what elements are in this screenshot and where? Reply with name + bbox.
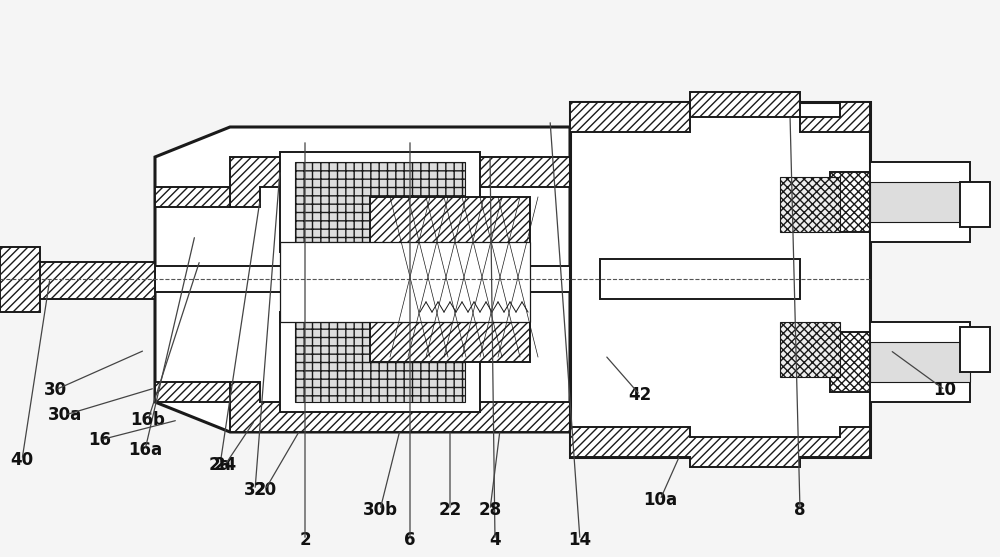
- Text: 22: 22: [438, 501, 462, 519]
- Text: 6: 6: [404, 531, 416, 549]
- Polygon shape: [0, 262, 155, 299]
- Text: 2: 2: [299, 531, 311, 549]
- Text: 2a: 2a: [209, 456, 231, 474]
- Bar: [830, 172, 890, 232]
- Text: 40: 40: [10, 451, 34, 469]
- Text: 30a: 30a: [48, 406, 82, 424]
- Text: 24: 24: [213, 456, 237, 474]
- Bar: [780, 177, 840, 232]
- Text: 16b: 16b: [131, 411, 165, 429]
- Text: 30: 30: [43, 381, 67, 399]
- Bar: [870, 162, 970, 242]
- Polygon shape: [0, 247, 40, 312]
- Polygon shape: [155, 127, 570, 432]
- Polygon shape: [570, 427, 870, 467]
- Text: 8: 8: [794, 501, 806, 519]
- Text: 14: 14: [568, 531, 592, 549]
- Text: 32: 32: [243, 481, 267, 499]
- Polygon shape: [230, 157, 570, 207]
- Bar: [870, 322, 970, 402]
- Text: 10: 10: [933, 381, 956, 399]
- Bar: [870, 342, 970, 382]
- Bar: [960, 182, 990, 227]
- Bar: [870, 182, 970, 222]
- Bar: [830, 332, 890, 392]
- Bar: [295, 162, 465, 242]
- Polygon shape: [570, 92, 870, 132]
- Polygon shape: [570, 102, 870, 457]
- Bar: [280, 312, 480, 412]
- Text: 28: 28: [478, 501, 502, 519]
- Bar: [280, 242, 530, 322]
- Bar: [40, 266, 640, 292]
- Bar: [280, 152, 480, 252]
- Text: 16a: 16a: [128, 441, 162, 459]
- Text: 4: 4: [489, 531, 501, 549]
- Text: 16: 16: [89, 431, 112, 449]
- Text: 42: 42: [628, 386, 652, 404]
- Bar: [600, 259, 800, 299]
- Bar: [780, 322, 840, 377]
- Text: 10a: 10a: [643, 491, 677, 509]
- Polygon shape: [155, 187, 230, 207]
- Text: 20: 20: [253, 481, 277, 499]
- Bar: [0, 269, 155, 289]
- Bar: [960, 327, 990, 372]
- Polygon shape: [155, 382, 230, 402]
- Polygon shape: [230, 382, 570, 432]
- Polygon shape: [370, 197, 530, 362]
- Text: 30b: 30b: [363, 501, 398, 519]
- Bar: [295, 322, 465, 402]
